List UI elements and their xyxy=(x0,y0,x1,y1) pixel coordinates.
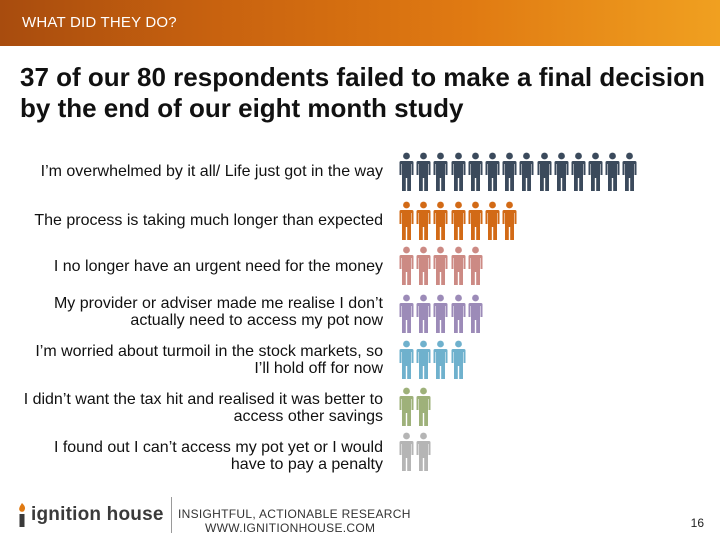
person-icon xyxy=(450,201,467,241)
person-icon xyxy=(450,340,467,380)
reason-label: I found out I can’t access my pot yet or… xyxy=(53,439,383,473)
person-icon xyxy=(484,201,501,241)
person-icon xyxy=(415,246,432,286)
person-icon xyxy=(450,246,467,286)
person-icon xyxy=(467,246,484,286)
people-row xyxy=(398,201,518,241)
website-link[interactable]: WWW.IGNITIONHOUSE.COM xyxy=(205,521,376,535)
person-icon xyxy=(484,152,501,192)
person-icon xyxy=(398,387,415,427)
header-bar: WHAT DID THEY DO? xyxy=(0,0,720,46)
person-icon xyxy=(432,340,449,380)
page-number: 16 xyxy=(690,516,704,530)
logo-text: ignition house xyxy=(31,504,164,525)
people-row xyxy=(398,387,432,427)
person-icon xyxy=(501,152,518,192)
person-icon xyxy=(432,201,449,241)
person-icon xyxy=(432,152,449,192)
people-row xyxy=(398,340,467,380)
section-label: WHAT DID THEY DO? xyxy=(22,14,177,31)
person-icon xyxy=(398,246,415,286)
person-icon xyxy=(415,340,432,380)
footer-divider xyxy=(171,497,172,533)
person-icon xyxy=(398,432,415,472)
person-icon xyxy=(432,294,449,334)
person-icon xyxy=(432,246,449,286)
person-icon xyxy=(536,152,553,192)
person-icon xyxy=(415,201,432,241)
person-icon xyxy=(398,294,415,334)
person-icon xyxy=(621,152,638,192)
person-icon xyxy=(518,152,535,192)
reason-label: I’m overwhelmed by it all/ Life just got… xyxy=(40,163,383,180)
person-icon xyxy=(398,201,415,241)
company-logo: ignition house xyxy=(16,500,164,530)
flame-i-icon xyxy=(19,503,26,527)
person-icon xyxy=(570,152,587,192)
person-icon xyxy=(467,152,484,192)
people-row xyxy=(398,246,484,286)
reason-label: I didn’t want the tax hit and realised i… xyxy=(23,391,383,425)
person-icon xyxy=(415,432,432,472)
people-row xyxy=(398,294,484,334)
person-icon xyxy=(467,201,484,241)
person-icon xyxy=(415,387,432,427)
reason-label: The process is taking much longer than e… xyxy=(34,212,383,229)
person-icon xyxy=(450,152,467,192)
person-icon xyxy=(398,152,415,192)
tagline: INSIGHTFUL, ACTIONABLE RESEARCH xyxy=(178,507,411,521)
person-icon xyxy=(467,294,484,334)
person-icon xyxy=(604,152,621,192)
person-icon xyxy=(450,294,467,334)
reason-label: I’m worried about turmoil in the stock m… xyxy=(35,343,383,377)
people-row xyxy=(398,152,639,192)
reason-label: My provider or adviser made me realise I… xyxy=(53,295,383,329)
person-icon xyxy=(415,294,432,334)
slide-headline: 37 of our 80 respondents failed to make … xyxy=(20,62,705,123)
people-row xyxy=(398,432,432,472)
person-icon xyxy=(415,152,432,192)
person-icon xyxy=(553,152,570,192)
person-icon xyxy=(398,340,415,380)
person-icon xyxy=(501,201,518,241)
reason-label: I no longer have an urgent need for the … xyxy=(53,258,383,275)
person-icon xyxy=(587,152,604,192)
